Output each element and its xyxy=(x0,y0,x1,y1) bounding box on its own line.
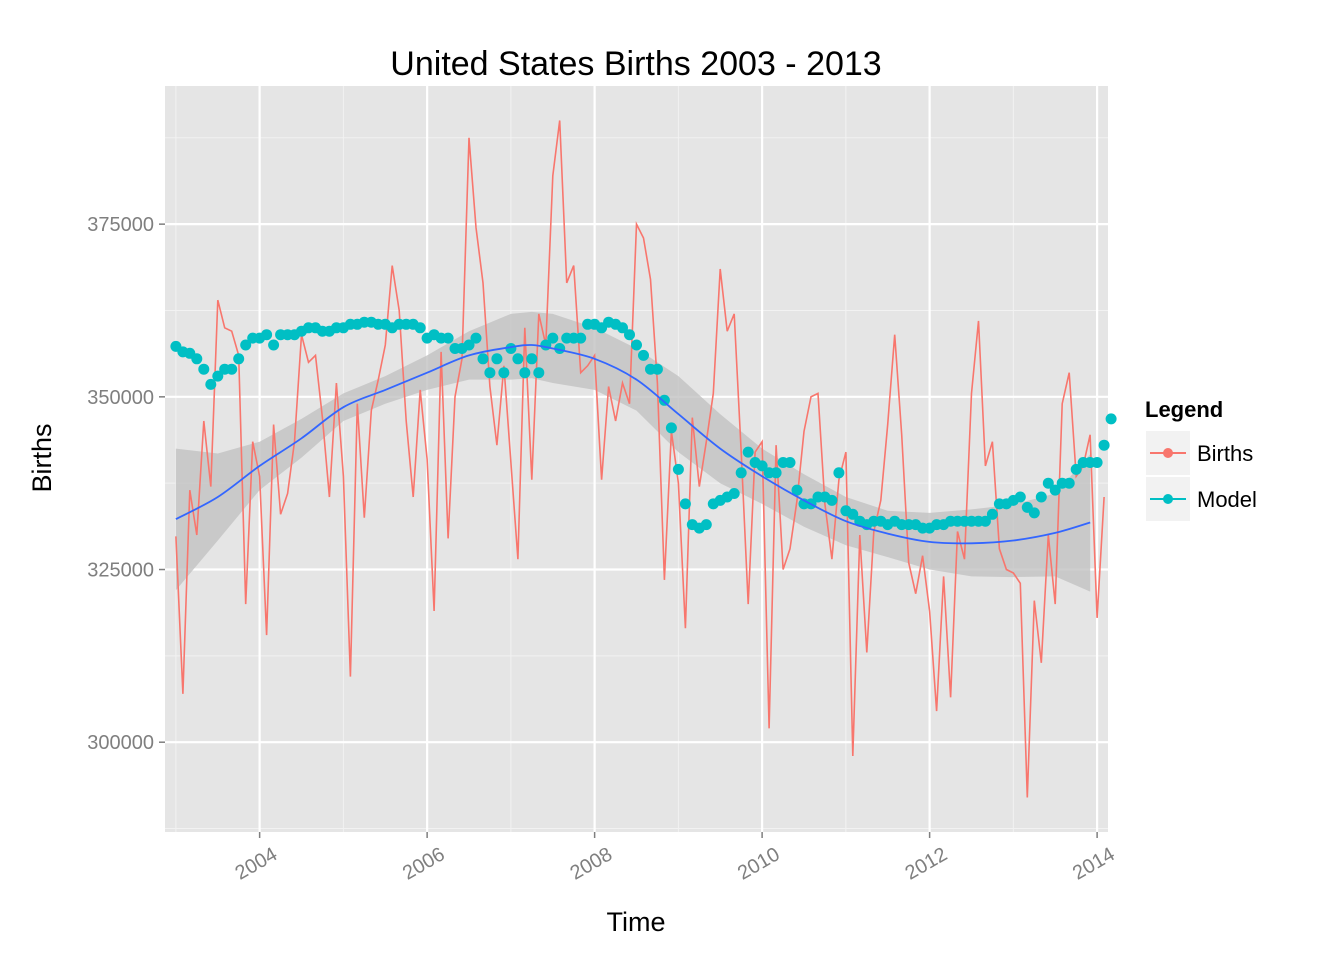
x-axis: 2004 2006 2008 2010 2012 2014 xyxy=(232,832,1119,885)
model-point xyxy=(826,494,838,506)
model-point xyxy=(638,349,649,361)
births-series xyxy=(175,120,1105,798)
model-point xyxy=(575,332,587,344)
model-point xyxy=(463,339,475,351)
model-point xyxy=(784,457,796,468)
model-point xyxy=(477,353,489,365)
model-point xyxy=(205,378,217,390)
model-point xyxy=(651,363,663,375)
smooth-line xyxy=(175,344,1091,545)
x-tick-label: 2006 xyxy=(399,843,449,884)
model-point xyxy=(1063,477,1075,489)
legend-key-births-dot xyxy=(1163,448,1173,458)
model-point xyxy=(442,332,454,344)
smooth-trend xyxy=(175,344,1091,545)
model-point xyxy=(756,460,768,472)
model-point xyxy=(1035,491,1047,503)
model-point xyxy=(986,508,998,520)
model-point xyxy=(617,322,628,334)
x-axis-title: Time xyxy=(607,907,666,937)
x-tick-label: 2008 xyxy=(567,843,617,884)
model-point xyxy=(198,363,210,375)
model-point xyxy=(547,332,559,344)
model-point xyxy=(679,498,691,510)
model-series xyxy=(170,316,1117,534)
y-tick-label: 375000 xyxy=(87,214,154,236)
x-tick-label: 2010 xyxy=(734,843,784,884)
model-point xyxy=(526,353,538,365)
model-point xyxy=(191,353,203,365)
chart-title: United States Births 2003 - 2013 xyxy=(390,45,881,83)
model-point xyxy=(484,367,496,379)
y-tick-label: 300000 xyxy=(87,732,154,754)
model-point xyxy=(1070,463,1082,475)
y-axis: 300000 325000 350000 375000 xyxy=(87,214,165,754)
model-point xyxy=(512,353,524,365)
model-point xyxy=(1091,457,1103,468)
legend-key-model-dot xyxy=(1163,494,1173,504)
model-point xyxy=(979,515,991,527)
model-point xyxy=(735,467,747,479)
model-point xyxy=(1028,507,1040,519)
plot-panel xyxy=(165,86,1108,832)
model-point xyxy=(491,353,503,365)
model-point xyxy=(414,322,426,334)
x-tick-label: 2004 xyxy=(232,843,282,884)
model-point xyxy=(631,339,642,351)
model-point xyxy=(1014,491,1026,503)
model-point xyxy=(533,367,545,379)
model-point xyxy=(212,370,224,382)
model-point xyxy=(233,353,245,365)
model-point xyxy=(833,467,845,479)
births-line xyxy=(175,120,1105,798)
legend-label-births: Births xyxy=(1197,441,1253,466)
legend-title: Legend xyxy=(1145,397,1223,422)
y-tick-label: 350000 xyxy=(87,387,154,409)
model-point xyxy=(470,332,482,344)
model-point xyxy=(770,467,782,479)
model-point xyxy=(268,339,280,351)
model-point xyxy=(240,339,252,351)
model-point xyxy=(665,422,677,434)
model-point xyxy=(519,367,531,379)
y-tick-label: 325000 xyxy=(87,560,154,582)
model-point xyxy=(1098,439,1110,451)
model-point xyxy=(728,488,740,499)
model-point xyxy=(624,329,635,341)
legend: Legend Births Model xyxy=(1145,397,1257,521)
x-tick-label: 2012 xyxy=(902,843,952,884)
model-point xyxy=(1049,484,1061,496)
model-point xyxy=(700,519,712,531)
legend-label-model: Model xyxy=(1197,487,1257,512)
model-point xyxy=(1105,413,1117,425)
y-axis-title: Births xyxy=(27,423,57,492)
model-point xyxy=(672,463,684,475)
model-point xyxy=(742,446,754,458)
model-point xyxy=(226,363,238,375)
x-tick-label: 2014 xyxy=(1069,843,1119,884)
model-point xyxy=(658,394,670,406)
model-point xyxy=(1042,477,1054,489)
model-point xyxy=(791,484,803,496)
model-point xyxy=(847,508,859,520)
model-point xyxy=(261,329,273,341)
model-point xyxy=(498,367,510,379)
